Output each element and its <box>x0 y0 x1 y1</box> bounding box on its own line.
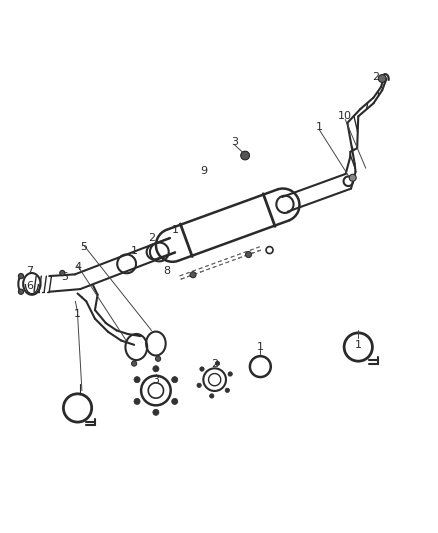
Circle shape <box>18 273 24 279</box>
Text: 5: 5 <box>81 242 88 252</box>
Circle shape <box>197 383 201 387</box>
Text: 10: 10 <box>338 111 352 122</box>
Text: 1: 1 <box>172 224 179 235</box>
Text: 3: 3 <box>231 138 238 148</box>
Circle shape <box>134 398 140 405</box>
Circle shape <box>215 361 220 366</box>
Text: 1: 1 <box>131 246 138 256</box>
Text: 6: 6 <box>26 281 33 291</box>
Circle shape <box>134 377 140 383</box>
Circle shape <box>241 151 250 160</box>
Circle shape <box>190 272 196 278</box>
Circle shape <box>153 366 159 372</box>
Text: 2: 2 <box>211 359 218 369</box>
Text: 8: 8 <box>163 266 170 276</box>
Text: 1: 1 <box>355 340 362 350</box>
Circle shape <box>153 409 159 415</box>
Text: 5: 5 <box>61 272 68 282</box>
Circle shape <box>225 388 230 392</box>
Text: 2: 2 <box>372 72 379 82</box>
Circle shape <box>228 372 233 376</box>
Circle shape <box>349 174 356 181</box>
Circle shape <box>18 289 24 294</box>
Circle shape <box>60 270 65 276</box>
Text: 1: 1 <box>316 122 323 132</box>
Circle shape <box>131 361 137 366</box>
Circle shape <box>155 356 161 361</box>
Text: 3: 3 <box>152 375 159 385</box>
Circle shape <box>172 377 178 383</box>
Text: 9: 9 <box>200 166 207 176</box>
Text: 4: 4 <box>74 262 81 271</box>
Text: 7: 7 <box>26 266 33 276</box>
Circle shape <box>172 398 178 405</box>
Circle shape <box>246 252 251 257</box>
Circle shape <box>200 367 204 371</box>
Circle shape <box>210 394 214 398</box>
Circle shape <box>378 75 386 83</box>
Text: 1: 1 <box>257 342 264 352</box>
Text: 1: 1 <box>74 309 81 319</box>
Text: 2: 2 <box>148 233 155 243</box>
